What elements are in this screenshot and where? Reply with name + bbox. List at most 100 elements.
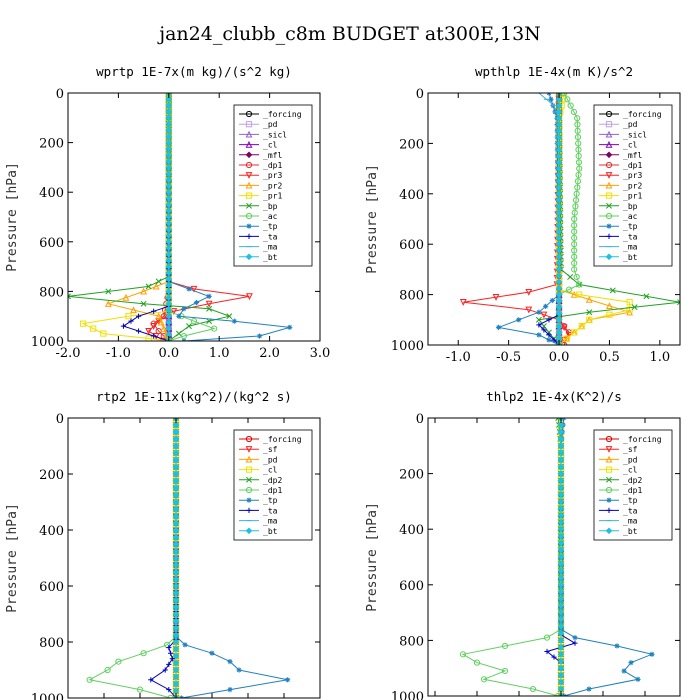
series-marker [172, 491, 180, 499]
series-marker [529, 685, 537, 693]
series-pr1 [80, 93, 172, 341]
series-marker [575, 140, 582, 147]
series-marker [501, 667, 509, 675]
series-marker [555, 284, 563, 292]
series-marker [555, 247, 563, 254]
series-marker [557, 456, 565, 464]
series-marker [555, 196, 563, 204]
series-marker [136, 686, 144, 693]
series-marker [609, 287, 616, 294]
plot-area [68, 93, 293, 341]
series-marker [557, 623, 565, 630]
legend-entry: _bt [599, 253, 638, 262]
series-marker [557, 428, 565, 436]
series-marker [186, 286, 192, 292]
x-tick-label: -1.0 [106, 346, 131, 361]
legend-label: _ma [623, 243, 638, 252]
series-marker [172, 421, 180, 429]
legend-label: _pd [263, 455, 278, 464]
series-marker [176, 313, 182, 319]
series-marker [172, 582, 180, 590]
series-marker [555, 266, 563, 273]
legend-entry: _ma [239, 517, 278, 526]
plot-area [459, 418, 655, 696]
legend-marker [245, 140, 253, 148]
series-marker [165, 188, 173, 196]
legend-label: _tp [263, 496, 278, 505]
legend: _forcing_pd_sicl_cl_mfl_dp1_pr3_pr2_pr1_… [593, 104, 673, 267]
y-tick-label: 200 [399, 468, 424, 483]
panel-title: wprtp 1E-7x(m kg)/(s^2 kg) [96, 64, 292, 79]
panel-title: wpthlp 1E-4x(m K)/s^2 [475, 64, 633, 79]
legend-marker [606, 476, 612, 483]
legend-label: _bt [623, 253, 638, 262]
series-marker [157, 318, 165, 326]
legend-label: _cl [623, 466, 638, 475]
legend: _forcing_sf_pd _cl_dp2_dp1_tp_ta _ma_bt [233, 429, 313, 541]
series-marker [555, 272, 563, 280]
legend-label: _bp [263, 202, 278, 211]
series-marker [557, 546, 565, 554]
legend-entry: _pr3 [239, 171, 282, 180]
series-marker [571, 260, 578, 267]
legend-entry: _tp [239, 222, 278, 231]
series-marker [135, 328, 142, 334]
series-bt [557, 418, 565, 696]
series-marker [555, 165, 563, 172]
legend: _forcing_pd_sicl_cl_mfl_dp1_pr3_pr2_pr1_… [233, 104, 313, 267]
legend-entry: _pd [599, 455, 638, 464]
series-marker [227, 659, 233, 665]
series-marker [555, 316, 563, 324]
series-marker [165, 219, 173, 227]
legend-entry: _bt [599, 527, 638, 536]
series-marker [557, 435, 565, 443]
series-marker [165, 306, 173, 314]
series-marker [557, 581, 565, 589]
legend-marker [245, 110, 253, 118]
series-marker [614, 643, 620, 649]
series-marker [165, 139, 173, 146]
legend-marker [245, 435, 253, 443]
series-marker [165, 182, 173, 190]
legend-entry: _pd [239, 455, 278, 464]
series-marker [165, 164, 173, 171]
series-marker [175, 330, 182, 337]
legend-label: _pr1 [623, 192, 642, 201]
series-marker [540, 311, 548, 319]
series-marker [555, 114, 563, 122]
series-marker [165, 133, 173, 140]
legend-entry: _dp1 [239, 161, 282, 170]
series-marker [557, 484, 565, 491]
legend-label: _ta [623, 232, 638, 241]
legend-marker [245, 527, 253, 535]
series-marker [165, 145, 173, 153]
series-marker [105, 288, 112, 295]
legend-label: _sf [623, 445, 638, 454]
series-marker [557, 678, 565, 686]
legend-label: _dp1 [623, 161, 642, 170]
series-marker [145, 327, 153, 335]
legend-marker [245, 446, 253, 453]
legend-label: _dp1 [263, 161, 282, 170]
series-marker [165, 176, 173, 184]
y-tick-label: 600 [39, 236, 64, 251]
legend-label: _cl [623, 141, 638, 150]
series-marker [557, 595, 565, 603]
legend-entry: _dp2 [599, 476, 642, 485]
series-marker [575, 171, 582, 178]
series-marker [557, 644, 565, 651]
legend-marker [605, 455, 613, 463]
legend-entry: _pr1 [599, 192, 642, 201]
series-marker [172, 575, 180, 583]
legend-marker [606, 223, 612, 229]
series-marker [555, 234, 563, 242]
legend-label: _bt [263, 253, 278, 262]
series-marker [104, 666, 111, 674]
series-marker [495, 324, 502, 330]
series-marker [165, 195, 173, 202]
series-marker [555, 310, 563, 317]
y-axis-label: Pressure [hPa] [5, 162, 20, 272]
series-marker [557, 449, 565, 457]
x-tick-label: 3.0 [310, 346, 331, 361]
series-marker [165, 238, 173, 246]
